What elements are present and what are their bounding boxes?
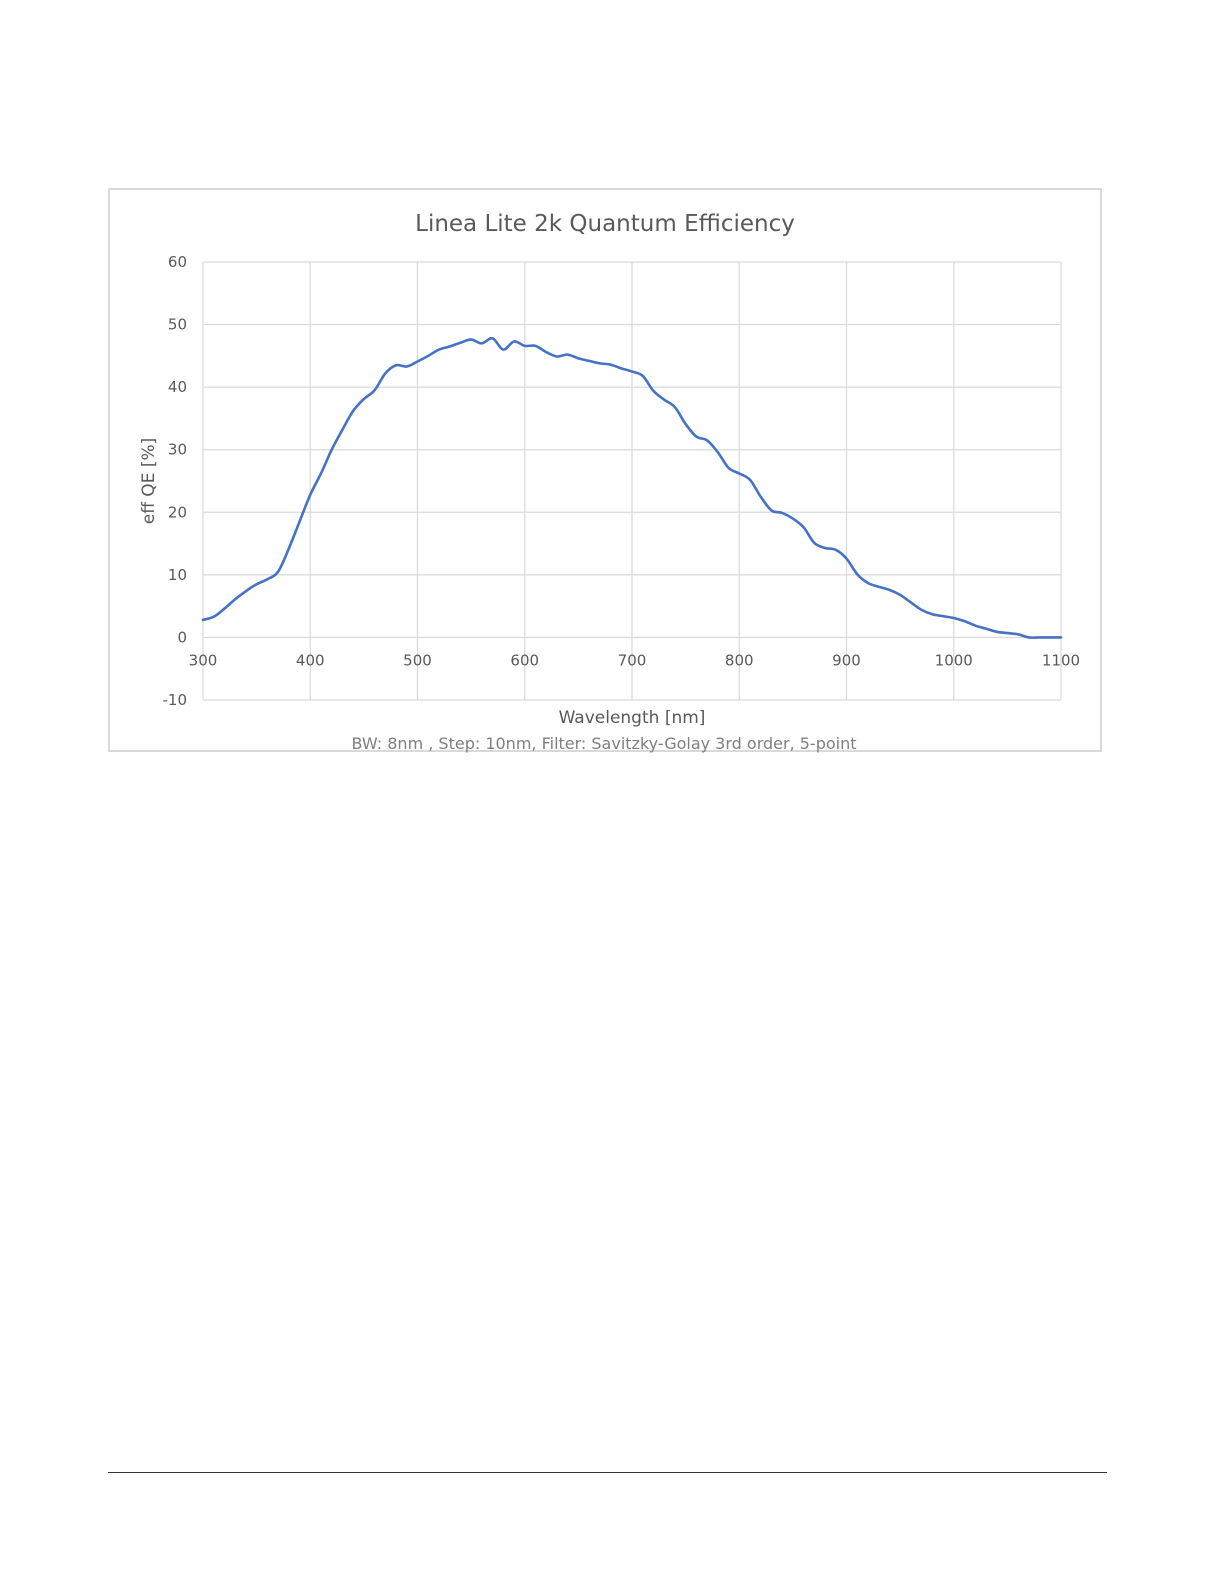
footer-rule bbox=[108, 1472, 1107, 1473]
y-tick-label: 40 bbox=[168, 378, 187, 396]
tick-labels: 300 400 500 600 700 800 900 1000 1100 60 50 40 30 20 1… bbox=[163, 253, 1081, 709]
y-tick-label: 10 bbox=[168, 566, 187, 584]
x-tick-label: 400 bbox=[296, 651, 325, 669]
x-tick-label: 1000 bbox=[935, 651, 973, 669]
y-tick-label: 20 bbox=[168, 503, 187, 521]
qe-series-line bbox=[201, 336, 1063, 639]
x-axis-title: Wavelength [nm] bbox=[559, 708, 706, 728]
y-tick-label: 30 bbox=[168, 441, 187, 459]
y-tick-label: 50 bbox=[168, 316, 187, 334]
x-tick-label: 500 bbox=[403, 651, 432, 669]
chart-frame bbox=[108, 188, 1102, 752]
x-tick-label: 1100 bbox=[1042, 651, 1080, 669]
y-axis-title: eff QE [%] bbox=[139, 438, 159, 525]
chart-title: Linea Lite 2k Quantum Efficiency bbox=[415, 211, 795, 237]
x-tick-label: 300 bbox=[189, 651, 218, 669]
y-tick-label: 60 bbox=[168, 253, 187, 271]
x-tick-label: 700 bbox=[618, 651, 647, 669]
x-tick-label: 800 bbox=[725, 651, 754, 669]
grid-lines bbox=[202, 261, 1062, 701]
x-tick-label: 900 bbox=[832, 651, 861, 669]
y-tick-label: 0 bbox=[177, 628, 187, 646]
chart-note: BW: 8nm , Step: 10nm, Filter: Savitzky-G… bbox=[351, 734, 856, 753]
x-tick-label: 600 bbox=[510, 651, 539, 669]
y-tick-label: -10 bbox=[163, 691, 188, 709]
plot-area bbox=[201, 336, 1063, 639]
